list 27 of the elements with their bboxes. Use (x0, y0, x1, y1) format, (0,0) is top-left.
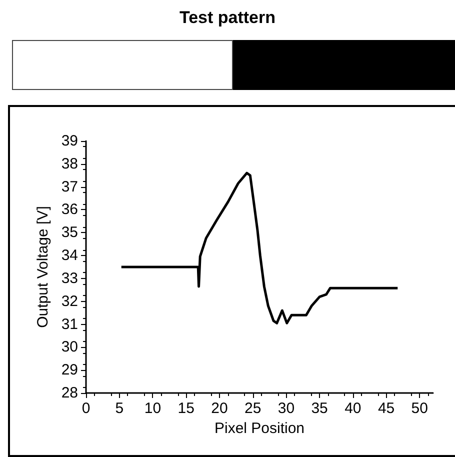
y-tick-label: 31 (61, 316, 78, 333)
x-tick-label: 50 (411, 400, 428, 417)
x-tick-label: 45 (378, 400, 395, 417)
y-tick-label: 36 (61, 201, 78, 218)
y-tick-label: 34 (61, 247, 78, 264)
x-tick-label: 35 (311, 400, 328, 417)
y-axis-title: Output Voltage [V] (34, 206, 52, 328)
chart-title: Test pattern (178, 8, 277, 28)
x-tick-label: 25 (244, 400, 262, 417)
x-axis-title: Pixel Position (214, 420, 305, 437)
x-tick-label: 15 (178, 400, 194, 417)
x-tick-label: 20 (211, 400, 228, 417)
y-tick-label: 39 (61, 132, 78, 150)
y-tick-label: 37 (61, 178, 78, 196)
y-tick-label: 35 (61, 224, 78, 242)
y-tick-label: 28 (61, 384, 78, 402)
x-tick-label: 40 (344, 400, 362, 417)
y-tick-label: 38 (61, 155, 78, 172)
y-tick-label: 33 (61, 270, 78, 287)
y-tick-label: 32 (61, 292, 78, 310)
x-tick-label: 0 (82, 400, 90, 417)
x-tick-label: 30 (278, 400, 295, 417)
x-tick-label: 5 (115, 400, 124, 417)
y-tick-label: 29 (61, 362, 78, 379)
x-tick-label: 10 (144, 400, 162, 417)
line-series (120, 172, 399, 324)
y-tick-label: 30 (61, 338, 78, 356)
